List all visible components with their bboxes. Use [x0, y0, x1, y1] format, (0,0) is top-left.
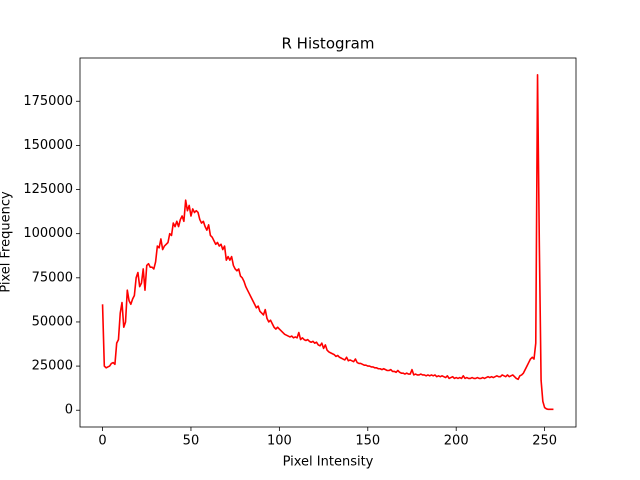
line: [101, 73, 554, 411]
y-tick-label: 100000: [23, 226, 73, 241]
y-tick-label: 0: [65, 403, 73, 418]
x-tick-label: 150: [355, 434, 380, 449]
plot-frame: [79, 57, 577, 428]
x-axis-label: Pixel Intensity: [283, 455, 374, 470]
x-tick-label: 50: [183, 434, 200, 449]
chart-title: R Histogram: [281, 35, 374, 53]
y-tick-label: 25000: [32, 359, 73, 374]
x-tick-label: 0: [98, 434, 106, 449]
y-tick-label: 75000: [32, 270, 73, 285]
y-tick-label: 125000: [23, 182, 73, 197]
y-tick-label: 150000: [23, 138, 73, 153]
y-tick-label: 50000: [32, 314, 73, 329]
x-tick-label: 200: [444, 434, 469, 449]
x-tick-label: 100: [267, 434, 292, 449]
x-tick-label: 250: [532, 434, 557, 449]
y-tick-label: 175000: [23, 94, 73, 109]
y-axis-label: Pixel Frequency: [0, 191, 14, 293]
